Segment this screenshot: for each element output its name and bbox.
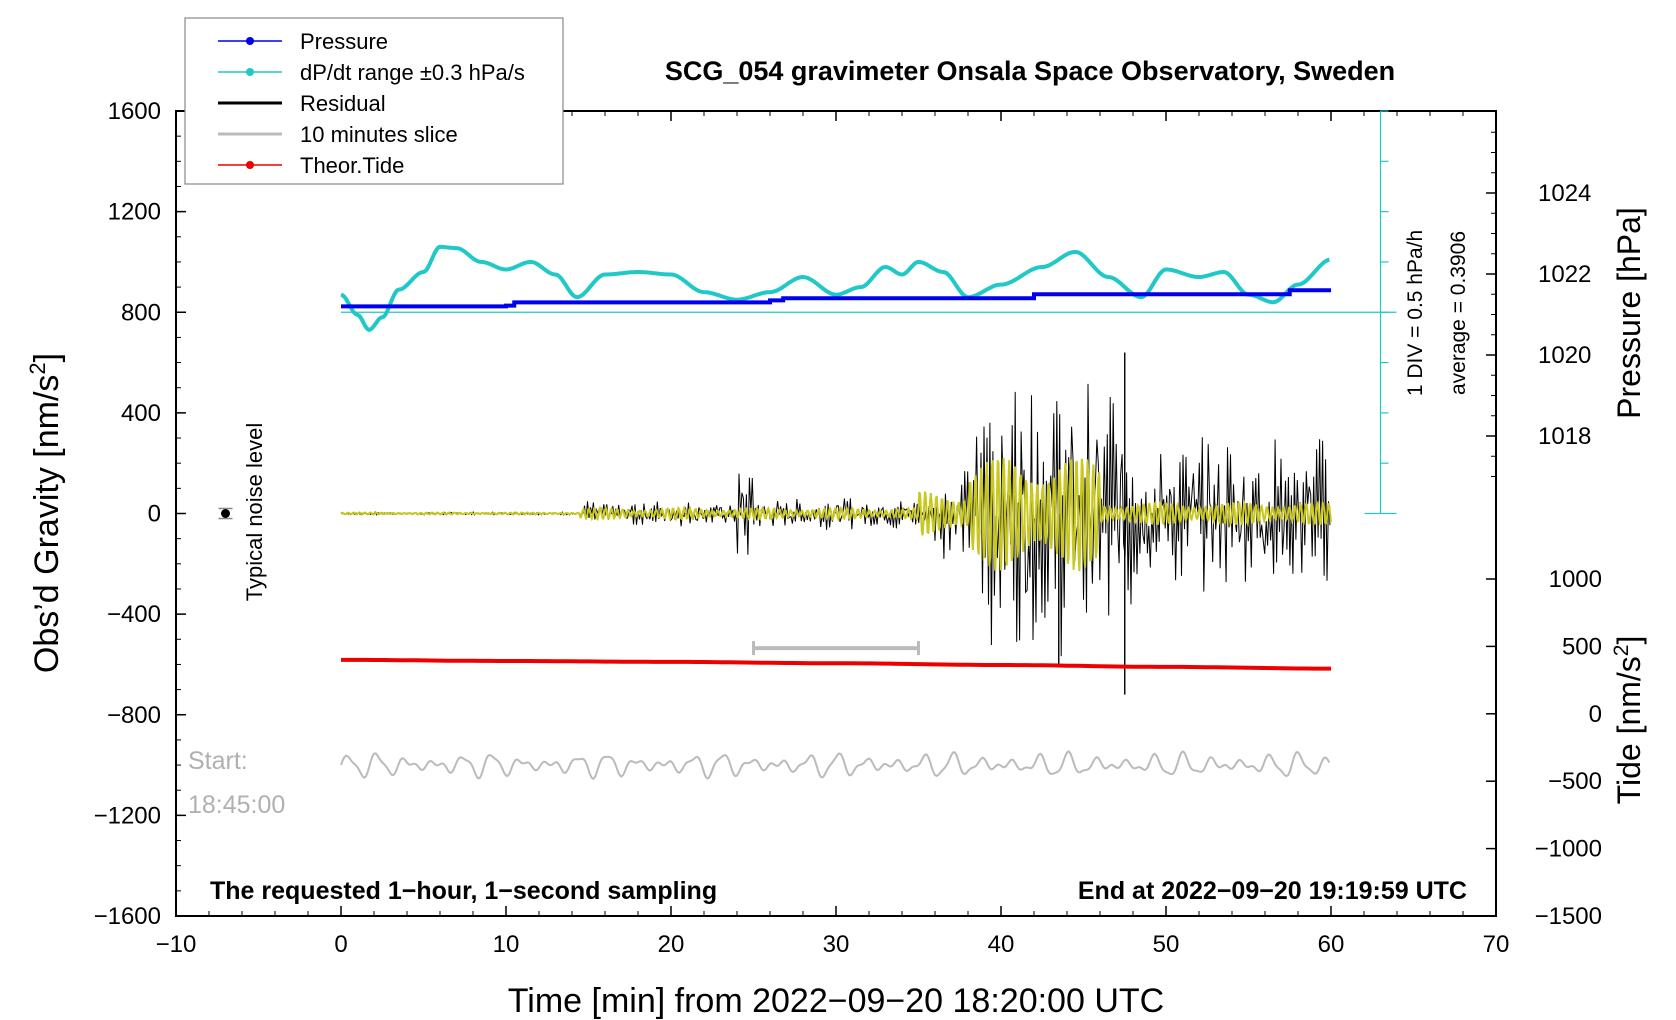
y-tick-label: −800 bbox=[107, 702, 161, 729]
y-axis-label-tide-sup: 2 bbox=[1610, 645, 1633, 657]
tide-tick-label: 1000 bbox=[1549, 566, 1602, 593]
tide-line bbox=[341, 657, 1331, 671]
y-tick-label: −1200 bbox=[94, 802, 161, 829]
bottom-left-note: The requested 1−hour, 1−second sampling bbox=[210, 877, 717, 905]
x-tick-label: 20 bbox=[658, 931, 685, 958]
legend-label: Theor.Tide bbox=[300, 153, 404, 178]
y-axis-label-tide-main: Tide [nm/s bbox=[1611, 656, 1647, 804]
filtered-residual-line bbox=[340, 457, 1332, 572]
legend-box bbox=[184, 17, 564, 185]
x-tick-label: 40 bbox=[988, 931, 1015, 958]
tide-tick-label: −1000 bbox=[1535, 836, 1602, 863]
y-axis-label-left-sup: 2 bbox=[25, 362, 50, 374]
y-axis-label-left-main: Obs’d Gravity [nm/s bbox=[28, 375, 66, 674]
legend-label: Pressure bbox=[300, 29, 388, 54]
y-tick-label: 1200 bbox=[108, 199, 161, 226]
bottom-right-note: End at 2022−09−20 19:19:59 UTC bbox=[1078, 877, 1467, 905]
legend-label: 10 minutes slice bbox=[300, 122, 458, 147]
pressure-tick-label: 1018 bbox=[1538, 423, 1591, 450]
legend-label: dP/dt range ±0.3 hPa/s bbox=[300, 60, 525, 85]
y-axis-label-left: Obs’d Gravity [nm/s2] bbox=[25, 353, 66, 673]
pressure-tick-label: 1022 bbox=[1538, 261, 1591, 288]
tide-tick-label: −1500 bbox=[1535, 903, 1602, 930]
noise-level-label: Typical noise level bbox=[242, 423, 267, 602]
tide-tick-label: 0 bbox=[1589, 701, 1602, 728]
x-axis-label: Time [min] from 2022−09−20 18:20:00 UTC bbox=[508, 982, 1164, 1020]
y-axis-label-tide: Tide [nm/s2] bbox=[1610, 636, 1647, 805]
y-tick-label: −400 bbox=[107, 601, 161, 628]
tide-tick-label: 500 bbox=[1562, 633, 1602, 660]
x-tick-label: 70 bbox=[1483, 931, 1510, 958]
pressure-line bbox=[341, 288, 1331, 309]
x-tick-label: 30 bbox=[823, 931, 850, 958]
legend-marker bbox=[246, 68, 254, 76]
pressure-tick-label: 1020 bbox=[1538, 342, 1591, 369]
noise-point bbox=[221, 509, 230, 518]
chart-title: SCG_054 gravimeter Onsala Space Observat… bbox=[665, 56, 1395, 86]
x-tick-label: 60 bbox=[1318, 931, 1345, 958]
y-tick-label: 0 bbox=[148, 501, 161, 528]
axis-ticks: −10 0 10 20 30 40 50 60 70160012008004000−400−80… bbox=[94, 98, 1602, 958]
y-tick-label: 400 bbox=[121, 400, 161, 427]
y-axis-label-tide-close: ] bbox=[1611, 636, 1647, 645]
x-tick-label: 50 bbox=[1153, 931, 1180, 958]
x-tick-label: −10 bbox=[156, 931, 197, 958]
y-tick-label: 1600 bbox=[108, 98, 161, 125]
legend: Pressure dP/dt range ±0.3 hPa/s Residual 10… bbox=[184, 17, 564, 185]
pressure-scale-text1: 1 DIV = 0.5 hPa/h bbox=[1404, 230, 1427, 396]
pressure-scale-text2: average = 0.3906 bbox=[1447, 231, 1470, 395]
y-axis-label-left-close: ] bbox=[28, 353, 66, 362]
y-axis-label-pressure: Pressure [hPa] bbox=[1611, 207, 1647, 419]
start-label: Start: bbox=[188, 747, 248, 775]
pressure-tick-label: 1024 bbox=[1538, 180, 1591, 207]
tide-tick-label: −500 bbox=[1548, 768, 1602, 795]
y-tick-label: −1600 bbox=[94, 903, 161, 930]
legend-marker bbox=[246, 37, 254, 45]
legend-items: Pressure dP/dt range ±0.3 hPa/s Residual 10… bbox=[218, 29, 525, 178]
legend-label: Residual bbox=[300, 91, 386, 116]
y-tick-label: 800 bbox=[121, 299, 161, 326]
start-time: 18:45:00 bbox=[188, 791, 285, 819]
slice-trace-line bbox=[340, 750, 1331, 781]
dpdt-line bbox=[340, 244, 1330, 333]
data-series bbox=[218, 110, 1397, 781]
x-tick-label: 10 bbox=[493, 931, 520, 958]
x-tick-label: 0 bbox=[334, 931, 347, 958]
legend-marker bbox=[246, 161, 254, 169]
